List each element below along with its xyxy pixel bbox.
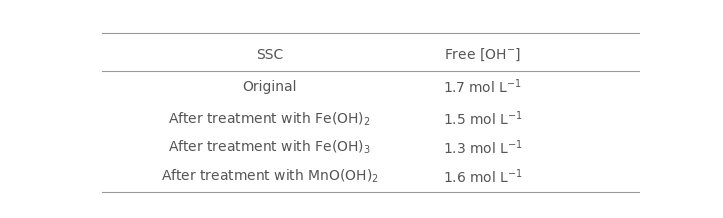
- Text: After treatment with Fe(OH)$_3$: After treatment with Fe(OH)$_3$: [168, 139, 371, 156]
- Text: 1.3 mol L$^{-1}$: 1.3 mol L$^{-1}$: [442, 138, 523, 157]
- Text: After treatment with Fe(OH)$_2$: After treatment with Fe(OH)$_2$: [168, 110, 371, 128]
- Text: Original: Original: [242, 80, 297, 94]
- Text: SSC: SSC: [256, 48, 283, 62]
- Text: Free [OH$^{-}$]: Free [OH$^{-}$]: [444, 47, 521, 63]
- Text: 1.7 mol L$^{-1}$: 1.7 mol L$^{-1}$: [443, 78, 522, 96]
- Text: 1.5 mol L$^{-1}$: 1.5 mol L$^{-1}$: [442, 110, 523, 128]
- Text: 1.6 mol L$^{-1}$: 1.6 mol L$^{-1}$: [442, 167, 523, 186]
- Text: After treatment with MnO(OH)$_2$: After treatment with MnO(OH)$_2$: [161, 168, 379, 185]
